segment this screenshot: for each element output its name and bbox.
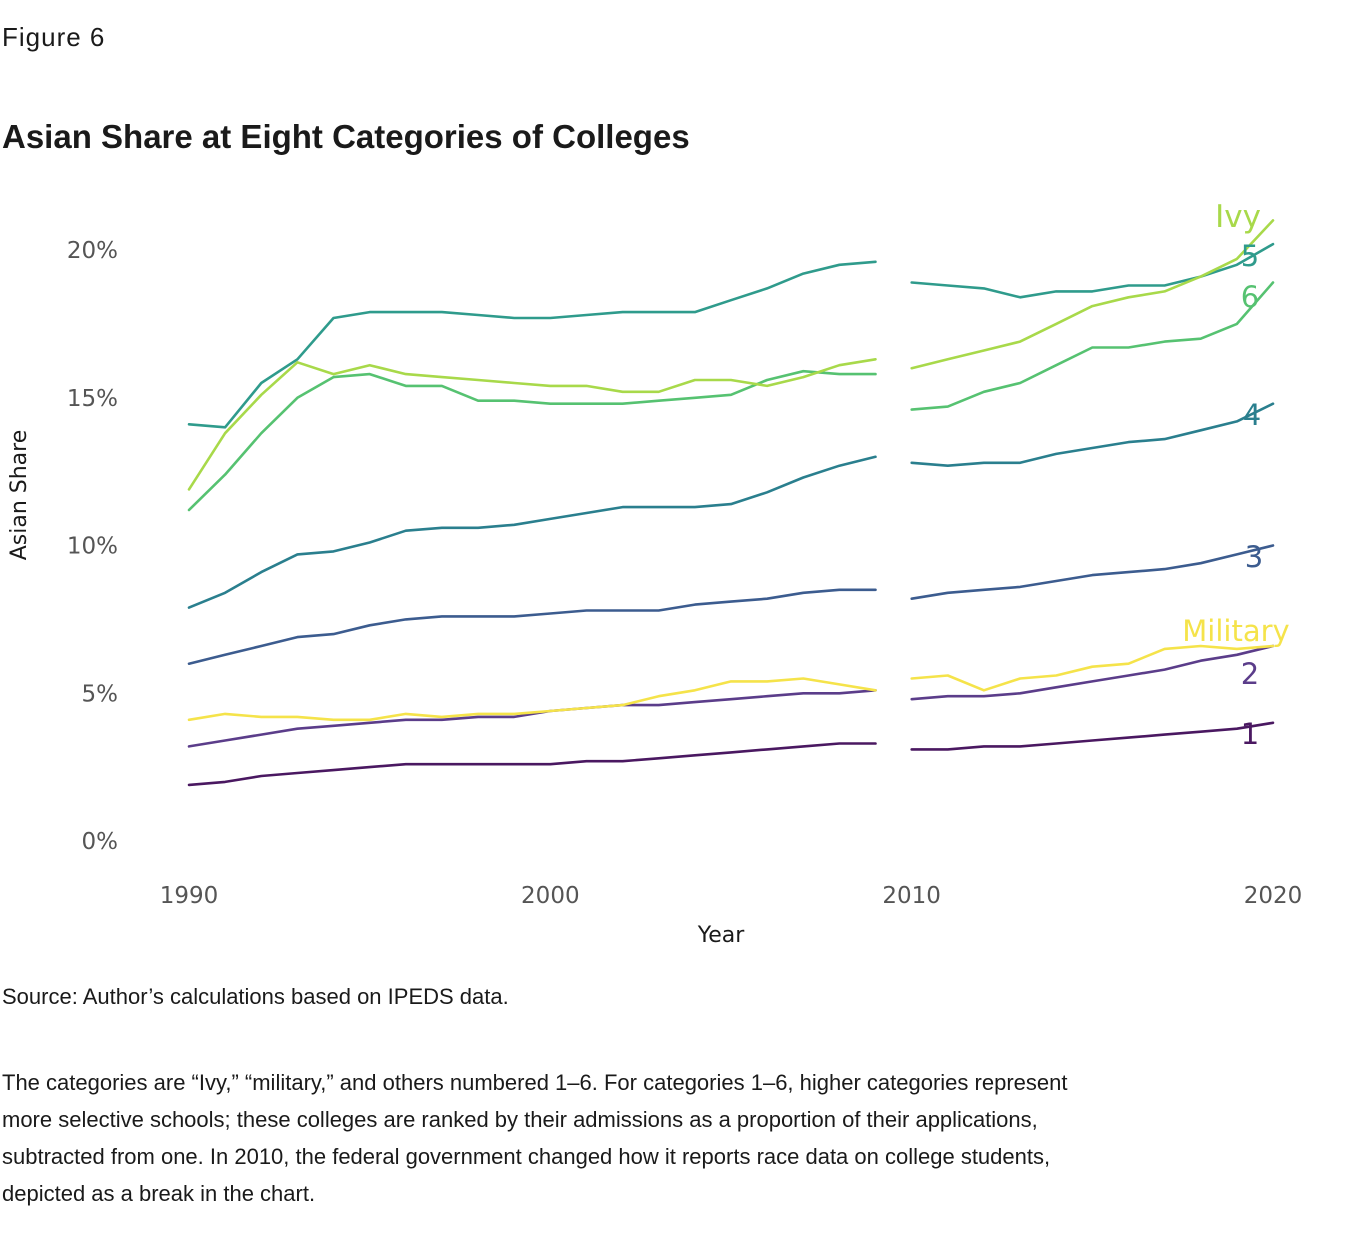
series-label-ivy: Ivy [1215,199,1261,235]
series-line-6 [187,369,877,512]
series-line-4 [187,455,877,609]
source-note: Source: Author’s calculations based on I… [2,984,509,1009]
x-tick-label: 2010 [882,883,941,909]
series-line-3 [910,544,1275,601]
y-tick-label: 15% [67,386,118,412]
chart-title: Asian Share at Eight Categories of Colle… [2,118,690,155]
series-line-4 [910,402,1275,468]
line-chart: 0% 5% 10% 15% 20% 1990 2000 2010 2020 Asian Sha… [7,199,1303,948]
series-line-6 [910,281,1275,411]
series-line-ivy [910,219,1275,370]
series-line-1 [187,742,877,787]
series-line-2 [910,644,1275,701]
series-lines [187,219,1275,787]
figure-label: Figure 6 [2,22,106,52]
y-tick-label: 5% [82,681,119,707]
y-tick-label: 10% [67,534,118,560]
series-line-5 [187,260,877,429]
x-tick-label: 1990 [160,883,219,909]
y-axis-ticks: 0% 5% 10% 15% 20% [67,238,118,855]
x-tick-label: 2000 [521,883,580,909]
x-tick-label: 2020 [1244,883,1303,909]
series-label-5: 5 [1241,239,1259,273]
series-label-3: 3 [1245,540,1263,574]
series-label-4: 4 [1243,398,1261,432]
series-label-6: 6 [1241,280,1259,314]
series-line-ivy [187,358,877,491]
series-labels: Ivy 5 6 4 3 Military 2 1 [1182,199,1289,751]
series-label-military: Military [1182,614,1289,648]
y-tick-label: 20% [67,238,118,264]
series-label-2: 2 [1241,657,1259,691]
y-tick-label: 0% [82,829,119,855]
series-line-3 [187,588,877,666]
series-line-5 [910,242,1275,299]
y-axis-label: Asian Share [7,430,32,561]
x-axis-label: Year [697,923,746,948]
x-axis-ticks: 1990 2000 2010 2020 [160,883,1303,909]
series-line-1 [910,721,1275,751]
series-line-military [910,644,1275,692]
series-line-2 [187,688,877,748]
series-label-1: 1 [1241,717,1259,751]
explanatory-note: The categories are “Ivy,” “military,” an… [2,1070,1068,1206]
series-line-military [187,677,877,722]
